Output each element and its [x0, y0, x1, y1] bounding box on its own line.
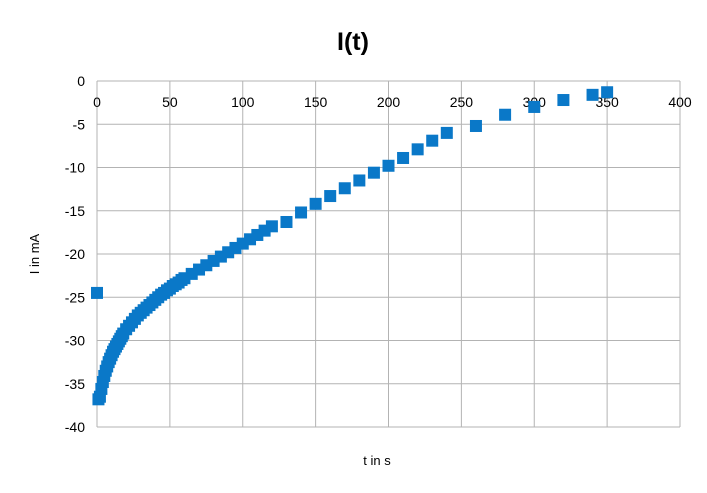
data-point	[338, 182, 351, 195]
y-tick-label: -15	[65, 203, 85, 219]
y-tick-labels: 0 -5 -10 -15 -20 -25 -30 -35 -40	[65, 73, 85, 435]
data-point	[382, 159, 395, 172]
data-point	[557, 94, 570, 107]
data-point	[586, 88, 599, 101]
y-tick-label: -10	[65, 160, 85, 176]
data-point	[528, 100, 541, 113]
data-point	[601, 86, 614, 99]
data-points	[91, 86, 614, 406]
y-tick-label: -40	[65, 419, 85, 435]
y-tick-label: -25	[65, 289, 85, 305]
x-tick-label: 200	[377, 94, 401, 110]
data-point	[295, 206, 308, 219]
data-point	[280, 215, 293, 228]
data-point	[440, 126, 453, 139]
y-tick-label: -35	[65, 376, 85, 392]
x-tick-label: 100	[231, 94, 255, 110]
data-point	[324, 190, 337, 203]
y-tick-label: -20	[65, 246, 85, 262]
data-point	[426, 134, 439, 147]
y-tick-label: -5	[73, 116, 86, 132]
data-point	[397, 151, 410, 164]
data-point	[309, 197, 322, 210]
data-point	[411, 143, 424, 156]
y-axis-label: I in mA	[27, 233, 42, 274]
data-point	[91, 286, 103, 299]
x-tick-label: 50	[162, 94, 178, 110]
data-point	[367, 166, 380, 179]
x-tick-label: 250	[450, 94, 474, 110]
data-point	[499, 108, 512, 121]
data-point	[469, 119, 482, 132]
data-point	[353, 174, 366, 187]
y-tick-label: -30	[65, 333, 85, 349]
y-tick-label: 0	[77, 73, 85, 89]
grid	[96, 80, 681, 428]
x-tick-label: 150	[304, 94, 328, 110]
data-point	[265, 220, 278, 233]
data-point	[207, 254, 220, 267]
chart-title: I(t)	[337, 28, 369, 56]
x-tick-label: 400	[668, 94, 692, 110]
x-axis-label: t in s	[363, 453, 391, 468]
x-tick-label: 0	[93, 94, 101, 110]
